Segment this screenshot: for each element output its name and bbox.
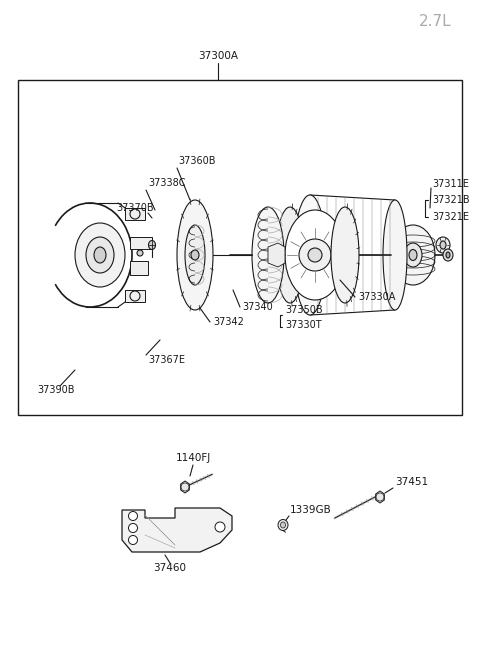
Polygon shape [122, 508, 232, 552]
Text: 37370B: 37370B [116, 203, 154, 213]
Text: 37340: 37340 [242, 302, 273, 312]
Ellipse shape [94, 247, 106, 263]
Ellipse shape [436, 237, 450, 253]
Text: 37390B: 37390B [37, 385, 74, 395]
Ellipse shape [294, 195, 326, 315]
Ellipse shape [191, 250, 199, 260]
Polygon shape [125, 290, 145, 302]
Text: 37451: 37451 [395, 477, 428, 487]
Bar [18, 80, 462, 415]
Ellipse shape [129, 536, 137, 544]
Text: 37311E: 37311E [432, 179, 469, 189]
Text: 1140FJ: 1140FJ [175, 453, 211, 463]
Ellipse shape [137, 250, 143, 256]
Text: 37338C: 37338C [148, 178, 185, 188]
Ellipse shape [252, 207, 284, 303]
Text: 1339GB: 1339GB [290, 505, 332, 515]
Ellipse shape [185, 225, 205, 285]
Ellipse shape [129, 523, 137, 533]
Ellipse shape [383, 200, 407, 310]
Text: 37342: 37342 [213, 317, 244, 327]
Text: 37360B: 37360B [178, 156, 216, 166]
Ellipse shape [404, 243, 422, 267]
Ellipse shape [331, 207, 359, 303]
Ellipse shape [308, 248, 322, 262]
Ellipse shape [129, 512, 137, 521]
Ellipse shape [391, 225, 435, 285]
Ellipse shape [86, 237, 114, 273]
Polygon shape [268, 243, 285, 267]
Ellipse shape [75, 223, 125, 287]
Polygon shape [376, 491, 384, 503]
Ellipse shape [130, 291, 140, 301]
Text: 37330T: 37330T [285, 320, 322, 330]
Ellipse shape [409, 250, 417, 261]
Text: 37350B: 37350B [285, 305, 323, 315]
Text: 37367E: 37367E [148, 355, 185, 365]
Text: 37330A: 37330A [358, 292, 396, 302]
Polygon shape [130, 261, 148, 275]
Ellipse shape [285, 210, 345, 300]
Text: 37460: 37460 [154, 563, 187, 573]
Polygon shape [130, 237, 152, 249]
Ellipse shape [446, 252, 450, 258]
Text: 37300A: 37300A [198, 51, 238, 61]
Ellipse shape [276, 207, 304, 303]
Ellipse shape [280, 522, 286, 528]
Ellipse shape [130, 209, 140, 219]
Polygon shape [125, 208, 145, 220]
Text: 37321E: 37321E [432, 212, 469, 222]
Ellipse shape [177, 200, 213, 310]
Text: 2.7L: 2.7L [420, 14, 452, 29]
Polygon shape [180, 481, 189, 493]
Ellipse shape [148, 240, 156, 250]
Ellipse shape [215, 522, 225, 532]
Ellipse shape [440, 241, 446, 249]
Ellipse shape [299, 239, 331, 271]
Ellipse shape [443, 249, 453, 261]
Ellipse shape [278, 519, 288, 531]
Text: 37321B: 37321B [432, 195, 469, 205]
